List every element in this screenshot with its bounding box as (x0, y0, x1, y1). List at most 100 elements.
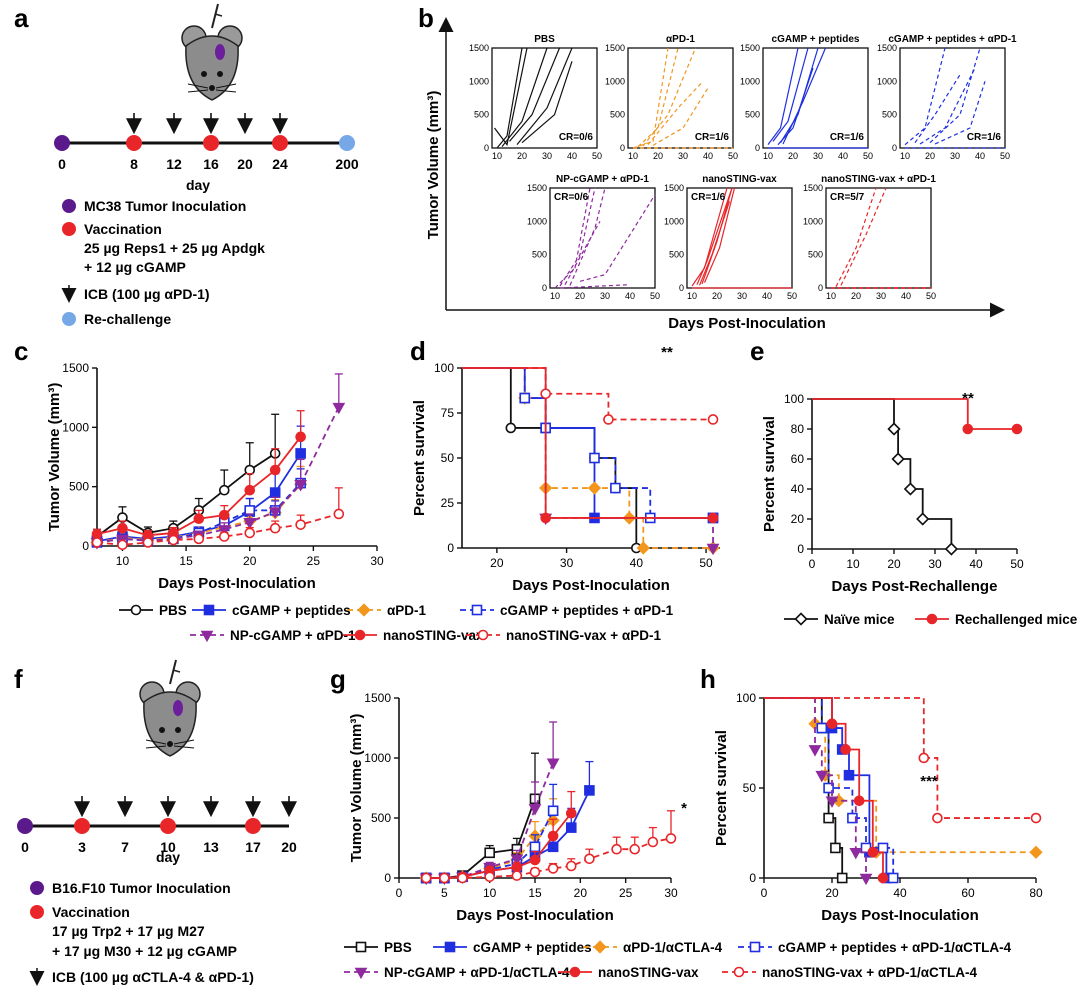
panel-b-curve (652, 87, 709, 146)
panel-b-curve (516, 47, 573, 146)
legend-cd-item-4-label: NP-cGAMP + αPD-1 (230, 628, 356, 643)
chart-d-point-5 (540, 512, 551, 524)
chart-c-point-4 (217, 525, 231, 537)
legend-a-vacc-dot (62, 222, 76, 236)
panel-b-cr: CR=0/6 (554, 192, 589, 203)
panel-b-ytick: 500 (669, 250, 684, 260)
panel-b-curve (934, 81, 986, 145)
chart-h-series-3 (764, 697, 899, 884)
chart-g-xtick-label: 5 (441, 886, 448, 900)
legend-gh-item-4-marker (354, 967, 368, 980)
chart-c-ylabel: Tumor Volume (mm³) (46, 383, 63, 532)
chart-d-line-3 (462, 367, 714, 519)
panel-b-ytick: 500 (745, 110, 760, 120)
chart-c-point-0 (218, 484, 230, 496)
panel-b-cr: CR=1/6 (967, 132, 1002, 143)
timeline-f-day-label: 20 (281, 839, 297, 855)
chart-d-ylabel: Percent survival (411, 400, 428, 516)
chart-d-ytick-label: 25 (441, 496, 455, 510)
timeline-f-day-label: 0 (21, 839, 29, 855)
chart-c-point-4 (332, 402, 346, 415)
panel-b-cr: CR=1/6 (691, 192, 726, 203)
chart-d-line-6 (462, 367, 714, 421)
legend-gh-item-0-marker (355, 941, 367, 953)
chart-h-point-3 (816, 722, 828, 734)
legend-a-vaccination: Vaccination (84, 221, 162, 237)
chart-g-point-5 (529, 854, 541, 866)
panel-b-curve (904, 47, 946, 146)
chart-h-series-6 (764, 697, 1042, 824)
panel-label-c: c (14, 336, 28, 366)
chart-c-point-6 (91, 537, 103, 548)
panel-b-xtick: 30 (678, 151, 688, 161)
panel-b-ytick: 1000 (740, 76, 760, 86)
panel-b-curve (779, 47, 819, 143)
chart-h-xtick-label: 60 (961, 886, 975, 900)
legend-a-icb: ICB (100 µg αPD-1) (84, 286, 210, 302)
chart-g-point-4 (528, 804, 542, 816)
chart-d-series-6 (462, 367, 719, 425)
panel-b-xlabel: Days Post-Inoculation (668, 315, 826, 332)
panel-b-xtick: 50 (787, 291, 797, 301)
chart-d-xtick-label: 20 (490, 556, 504, 570)
legend-gh-item-1-marker (444, 941, 456, 953)
legend-gh-item-5-marker (569, 966, 581, 978)
chart-h-ytick-label: 50 (743, 781, 757, 795)
legend-gh-item-2-label: αPD-1/αCTLA-4 (623, 940, 723, 955)
panel-b-xtick: 40 (703, 151, 713, 161)
chart-g-point-5 (547, 830, 559, 842)
panel-b-curve (929, 47, 981, 144)
timeline-f-xlabel: day (156, 849, 180, 865)
panel-b-curve (559, 187, 596, 287)
chart-d-xtick-label: 50 (699, 556, 713, 570)
legend-e-item-1-label: Rechallenged mice (955, 612, 1078, 627)
chart-d-point-3 (589, 452, 600, 464)
panel-b-ytick: 0 (679, 283, 684, 293)
panel-b-xtick: 30 (737, 291, 747, 301)
legend-cd-item-3-label: cGAMP + peptides + αPD-1 (500, 603, 674, 618)
chart-g-point-3 (547, 805, 559, 817)
panel-b-curve (777, 67, 814, 146)
chart-c-ytick-label: 1000 (62, 420, 89, 434)
chart-g-point-6 (529, 866, 541, 878)
legend-gh-item-2-marker (593, 940, 607, 954)
legend-a-tumor: MC38 Tumor Inoculation (84, 198, 246, 214)
chart-h-point-3 (847, 812, 858, 824)
chart-g-point-6 (647, 836, 659, 848)
chart-h-ytick-label: 0 (749, 871, 756, 885)
panel-b-title: αPD-1 (666, 34, 695, 45)
panel-b-xtick: 40 (567, 151, 577, 161)
chart-d-point-0 (505, 422, 517, 434)
panel-b-xtick: 50 (863, 151, 873, 161)
legend-f-dose2: + 17 µg M30 + 12 µg cGAMP (52, 943, 237, 959)
timeline-f-day-label: 13 (203, 839, 219, 855)
chart-h-point-4 (808, 745, 822, 757)
panel-b-cr: CR=1/6 (830, 132, 865, 143)
panel-b-curve (840, 187, 887, 286)
timeline-f-day-label: 17 (245, 839, 261, 855)
chart-h-point-4 (849, 847, 863, 860)
panel-b-xtick: 20 (851, 291, 861, 301)
chart-h-point-3 (877, 842, 889, 854)
chart-g-point-6 (565, 860, 577, 872)
panel-b-curve (554, 187, 591, 289)
panel-b-xtick: 10 (826, 291, 836, 301)
chart-e-point-0 (903, 482, 918, 496)
chart-h-point-0 (823, 812, 834, 824)
chart-h-point-4 (815, 770, 829, 783)
panel-b-xtick: 30 (542, 151, 552, 161)
chart-c-xtick-label: 30 (370, 554, 384, 568)
chart-g-point-4 (546, 758, 560, 770)
legend-a: MC38 Tumor Inoculation Vaccination 25 µg… (61, 198, 265, 327)
legend-gh: PBS cGAMP + peptides αPD-1/αCTLA-4 cGAMP + … (344, 940, 1012, 980)
chart-d-xlabel: Days Post-Inoculation (512, 577, 670, 594)
legend-cd-item-2-marker (357, 603, 371, 617)
chart-c-point-5 (269, 464, 281, 476)
panel-b-ytick: 1500 (664, 183, 684, 193)
panel-b-xtick: 50 (1000, 151, 1010, 161)
panel-b-curve (914, 74, 961, 144)
chart-g-xtick-label: 10 (483, 886, 497, 900)
chart-h-xtick-label: 80 (1029, 886, 1043, 900)
chart-h-xtick-label: 20 (825, 886, 839, 900)
panel-b-frame (899, 47, 1006, 149)
